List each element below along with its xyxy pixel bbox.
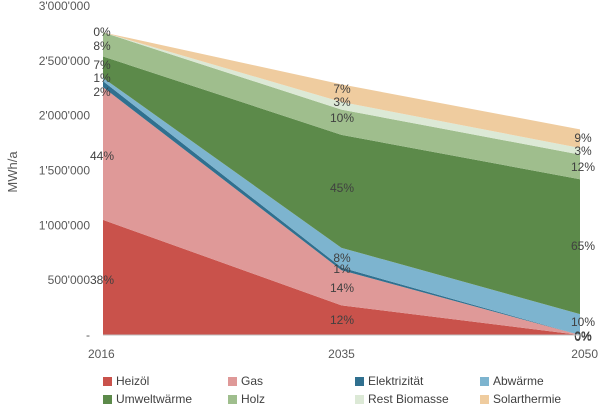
area-heizoel xyxy=(103,219,580,335)
y-tick-layer: - 500'000 1'000'000 1'500'000 2'000'000 2'500… xyxy=(39,0,91,342)
percent-label-holz-2035: 10% xyxy=(330,111,354,125)
legend-swatch xyxy=(355,376,364,386)
legend-swatch xyxy=(480,376,489,386)
legend-label: Elektrizität xyxy=(368,374,424,388)
percent-label-elektrizitaet-2016: 2% xyxy=(93,85,111,99)
legend-swatch xyxy=(228,376,237,386)
legend-swatch xyxy=(228,394,237,404)
legend-swatch xyxy=(480,394,489,404)
legend-label: Abwärme xyxy=(493,374,544,388)
legend-item-umweltwaerme: Umweltwärme xyxy=(103,391,192,407)
y-tick-label: 2'500'000 xyxy=(39,54,91,68)
percent-label-umweltwaerme-2050: 65% xyxy=(571,239,595,253)
area-solarthermie xyxy=(103,32,580,149)
legend-label: Gas xyxy=(241,374,264,388)
legend-label: Rest Biomasse xyxy=(368,392,449,406)
percent-label-gas-2050: 0% xyxy=(574,329,592,343)
area-holz xyxy=(103,32,580,180)
x-tick-label: 2016 xyxy=(88,347,115,361)
percent-label-solarthermie-2050: 9% xyxy=(574,131,592,145)
x-tick-label: 2035 xyxy=(328,347,355,361)
percent-label-holz-2016: 8% xyxy=(93,39,111,53)
percent-label-abwaerme-2035: 8% xyxy=(333,251,351,265)
legend: Heizöl Gas Elektrizität Abwärme Umweltwärme H… xyxy=(0,372,605,411)
percent-label-elektrizitaet-2050: 0% xyxy=(574,330,592,344)
legend-item-elektrizitaet: Elektrizität xyxy=(355,373,423,389)
percent-label-layer: 38%12%0%44%14%0%2%1%0%1%8%10%7%45%65%8%1… xyxy=(90,25,595,344)
percent-label-heizoel-2016: 38% xyxy=(90,273,114,287)
legend-item-holz: Holz xyxy=(228,391,265,407)
percent-label-rest-biomasse-2050: 3% xyxy=(574,144,592,158)
percent-label-abwaerme-2050: 10% xyxy=(571,315,595,329)
x-tick-label: 2050 xyxy=(571,347,598,361)
y-tick-label: 500'000 xyxy=(48,273,91,287)
percent-label-elektrizitaet-2035: 1% xyxy=(333,262,351,276)
legend-item-abwaerme: Abwärme xyxy=(480,373,544,389)
y-tick-label: 3'000'000 xyxy=(39,0,91,13)
legend-label: Holz xyxy=(241,392,266,406)
percent-label-holz-2050: 12% xyxy=(571,160,595,174)
legend-item-heizoel: Heizöl xyxy=(103,373,149,389)
legend-swatch xyxy=(103,376,112,386)
area-gas xyxy=(103,87,580,335)
legend-item-solarthermie: Solarthermie xyxy=(480,391,561,407)
percent-label-gas-2016: 44% xyxy=(90,149,114,163)
area-rest-biomasse xyxy=(103,32,580,155)
x-tick-layer: 2016 2035 2050 xyxy=(88,347,598,361)
percent-label-heizoel-2035: 12% xyxy=(330,313,354,327)
area-layer xyxy=(103,32,580,335)
legend-swatch xyxy=(103,394,112,404)
y-tick-label: 2'000'000 xyxy=(39,109,91,123)
legend-label: Heizöl xyxy=(116,374,150,388)
legend-item-gas: Gas xyxy=(228,373,263,389)
area-umweltwaerme xyxy=(103,56,580,315)
y-tick-label: 1'500'000 xyxy=(39,164,91,178)
percent-label-umweltwaerme-2016: 7% xyxy=(93,58,111,72)
percent-label-abwaerme-2016: 1% xyxy=(93,71,111,85)
percent-label-solarthermie-2016: 0% xyxy=(93,25,111,39)
legend-label: Umweltwärme xyxy=(116,392,193,406)
percent-label-rest-biomasse-2035: 3% xyxy=(333,95,351,109)
percent-label-heizoel-2050: 0% xyxy=(574,329,592,343)
legend-label: Solarthermie xyxy=(493,392,562,406)
y-axis-label: MWh/a xyxy=(5,151,20,193)
percent-label-umweltwaerme-2035: 45% xyxy=(330,181,354,195)
legend-item-rest-biomasse: Rest Biomasse xyxy=(355,391,449,407)
chart-svg: 38%12%0%44%14%0%2%1%0%1%8%10%7%45%65%8%1… xyxy=(5,0,598,361)
area-abwaerme xyxy=(103,77,580,335)
y-tick-label: - xyxy=(86,328,90,342)
y-tick-label: 1'000'000 xyxy=(39,218,91,232)
legend-swatch xyxy=(355,394,364,404)
percent-label-gas-2035: 14% xyxy=(330,281,354,295)
percent-label-solarthermie-2035: 7% xyxy=(333,82,351,96)
